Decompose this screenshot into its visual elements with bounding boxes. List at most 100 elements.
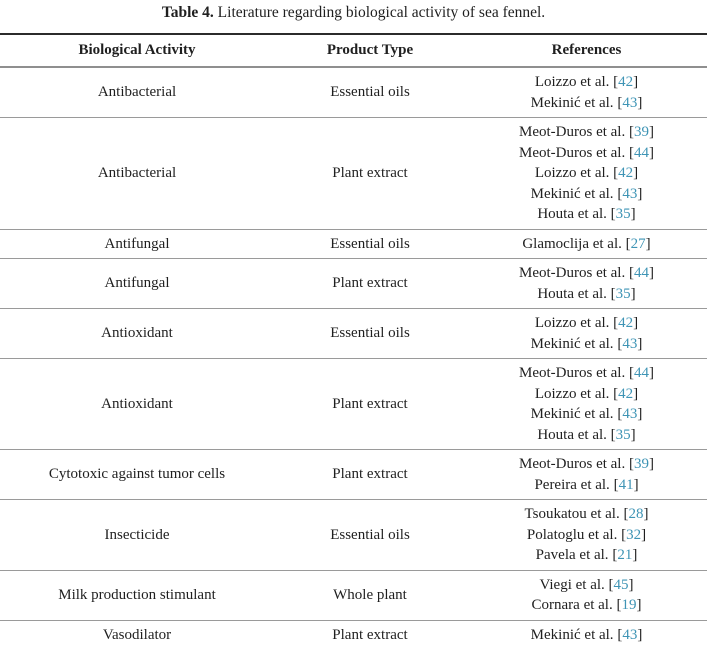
citation-bracket-close: ] <box>636 597 642 613</box>
reference-line: Houta et al. [35] <box>466 284 707 305</box>
citation-bracket-close: ] <box>645 235 651 252</box>
reference-line: Viegi et al. [45] <box>466 575 707 596</box>
citation-link[interactable]: 41 <box>618 476 634 493</box>
citation-bracket-open: [ <box>621 526 627 543</box>
citation-link[interactable]: 44 <box>633 365 649 381</box>
product-type-cell: Essential oils <box>330 235 410 252</box>
reference-author: Meot-Duros et al. <box>519 456 629 472</box>
reference-author: Loizzo et al. <box>534 165 614 181</box>
citation-bracket-close: ] <box>643 506 649 522</box>
citation-bracket-open: [ <box>628 365 634 381</box>
reference-author: Mekinić et al. <box>530 185 618 202</box>
citation-link[interactable]: 43 <box>622 335 638 352</box>
references-cell: Tsoukatou et al. [28] Polatoglu et al. [3… <box>466 504 707 566</box>
table-row: Antibacterial Essential oils Loizzo et a… <box>0 68 707 118</box>
activity-cell: Vasodilator <box>102 626 172 643</box>
citation-link[interactable]: 43 <box>622 185 638 202</box>
product-type-cell: Plant extract <box>332 395 408 412</box>
references-cell: Meot-Duros et al. [44] Loizzo et al. [42]… <box>466 363 707 445</box>
citation-link[interactable]: 43 <box>622 406 638 422</box>
citation-bracket-close: ] <box>648 456 654 472</box>
reference-line: Mekinić et al. [43] <box>466 184 707 205</box>
activity-cell: Antifungal <box>104 275 170 292</box>
reference-author: Loizzo et al. <box>534 315 614 331</box>
citation-bracket-open: [ <box>610 206 616 222</box>
activity-cell: Antibacterial <box>97 84 177 101</box>
citation-bracket-open: [ <box>617 626 623 643</box>
citation-link[interactable]: 21 <box>617 547 633 563</box>
reference-author: Mekinić et al. <box>530 626 618 643</box>
citation-link[interactable]: 39 <box>633 124 649 140</box>
table-caption-text: Literature regarding biological activity… <box>213 4 546 21</box>
citation-link[interactable]: 39 <box>633 456 649 472</box>
citation-link[interactable]: 27 <box>630 235 646 252</box>
citation-bracket-open: [ <box>613 315 619 331</box>
citation-bracket-open: [ <box>617 406 623 422</box>
reference-line: Meot-Duros et al. [44] <box>466 143 707 164</box>
references-cell: Glamoclija et al. [27] <box>466 234 707 255</box>
reference-author: Houta et al. <box>537 206 611 222</box>
citation-bracket-open: [ <box>613 476 619 493</box>
reference-line: Loizzo et al. [42] <box>466 313 707 334</box>
activity-cell: Milk production stimulant <box>58 586 216 603</box>
reference-line: Mekinić et al. [43] <box>466 93 707 114</box>
column-header-references: References <box>551 42 622 58</box>
citation-bracket-open: [ <box>613 385 619 402</box>
references-cell: Mekinić et al. [43] <box>466 625 707 645</box>
table-row: Antibacterial Plant extract Meot-Duros e… <box>0 118 707 230</box>
reference-author: Polatoglu et al. <box>526 526 622 543</box>
reference-author: Tsoukatou et al. <box>524 506 624 522</box>
table-row: Cytotoxic against tumor cells Plant extr… <box>0 450 707 500</box>
table-row: Antioxidant Essential oils Loizzo et al.… <box>0 309 707 359</box>
citation-link[interactable]: 32 <box>626 526 642 543</box>
table-row: Milk production stimulant Whole plant Vi… <box>0 571 707 621</box>
reference-author: Mekinić et al. <box>530 406 618 422</box>
citation-link[interactable]: 42 <box>618 385 634 402</box>
citation-bracket-open: [ <box>610 285 616 302</box>
reference-author: Meot-Duros et al. <box>519 265 629 281</box>
reference-author: Loizzo et al. <box>534 74 614 90</box>
literature-table: Biological Activity Product Type Referen… <box>0 33 707 645</box>
product-type-cell: Whole plant <box>333 586 407 603</box>
citation-link[interactable]: 35 <box>615 206 631 222</box>
citation-link[interactable]: 45 <box>613 576 629 593</box>
product-type-cell: Plant extract <box>332 275 408 292</box>
citation-bracket-close: ] <box>633 385 639 402</box>
citation-link[interactable]: 35 <box>615 285 631 302</box>
citation-link[interactable]: 43 <box>622 626 638 643</box>
citation-link[interactable]: 43 <box>622 94 638 111</box>
reference-line: Mekinić et al. [43] <box>466 625 707 645</box>
citation-bracket-open: [ <box>613 74 619 90</box>
citation-link[interactable]: 44 <box>633 144 649 161</box>
citation-link[interactable]: 42 <box>618 315 634 331</box>
citation-link[interactable]: 42 <box>618 165 634 181</box>
citation-link[interactable]: 42 <box>618 74 634 90</box>
citation-bracket-close: ] <box>633 165 639 181</box>
table-body: Antibacterial Essential oils Loizzo et a… <box>0 68 707 645</box>
product-type-cell: Essential oils <box>330 526 410 543</box>
citation-link[interactable]: 19 <box>621 597 637 613</box>
citation-bracket-open: [ <box>628 144 634 161</box>
citation-bracket-open: [ <box>623 506 629 522</box>
citation-bracket-close: ] <box>648 124 654 140</box>
activity-cell: Antifungal <box>104 235 170 252</box>
citation-link[interactable]: 44 <box>633 265 649 281</box>
activity-cell: Antioxidant <box>101 325 173 342</box>
reference-line: Polatoglu et al. [32] <box>466 525 707 546</box>
citation-link[interactable]: 35 <box>615 426 631 443</box>
reference-line: Meot-Duros et al. [39] <box>466 454 707 475</box>
table-caption: Table 4. Literature regarding biological… <box>0 3 707 23</box>
table-row: Antioxidant Plant extract Meot-Duros et … <box>0 359 707 450</box>
citation-bracket-open: [ <box>617 94 623 111</box>
table-header-row: Biological Activity Product Type Referen… <box>0 35 707 68</box>
citation-bracket-open: [ <box>612 547 618 563</box>
citation-bracket-close: ] <box>630 426 636 443</box>
activity-cell: Antibacterial <box>97 165 177 181</box>
citation-bracket-close: ] <box>630 206 636 222</box>
table-row: Vasodilator Plant extract Mekinić et al.… <box>0 621 707 645</box>
citation-bracket-open: [ <box>617 185 623 202</box>
citation-bracket-open: [ <box>617 335 623 352</box>
product-type-cell: Plant extract <box>332 466 408 483</box>
citation-bracket-open: [ <box>616 597 622 613</box>
citation-link[interactable]: 28 <box>628 506 644 522</box>
